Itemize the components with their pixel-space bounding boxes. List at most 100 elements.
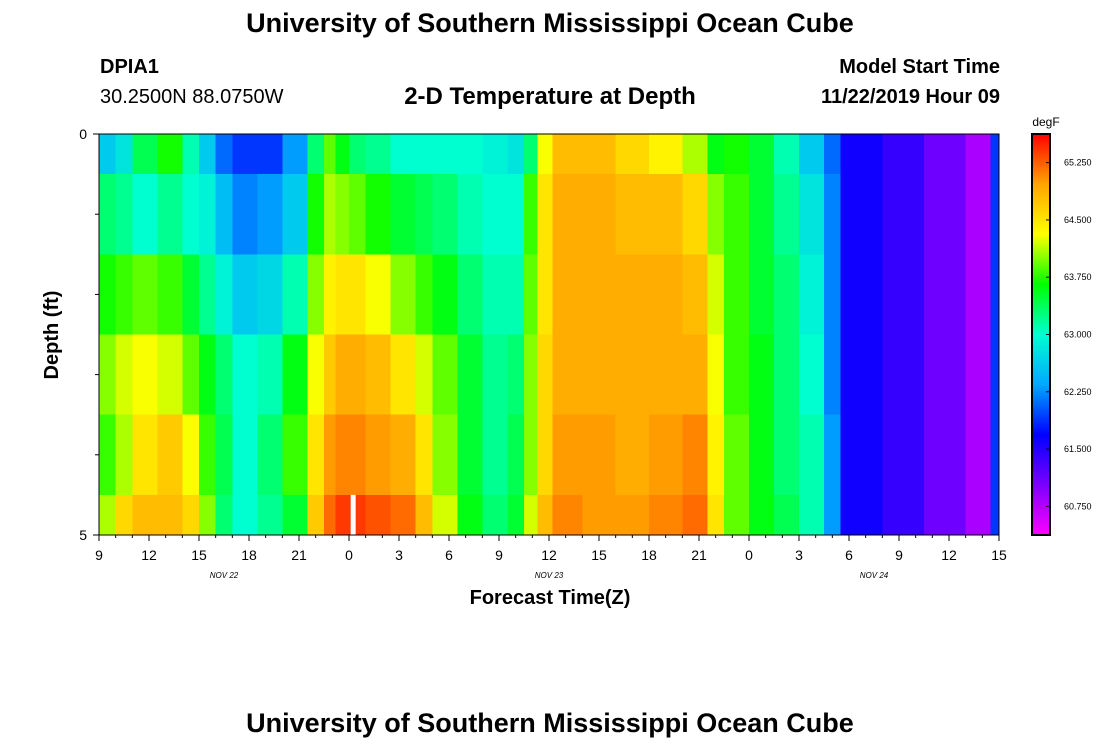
heatmap-cell (132, 134, 158, 175)
heatmap-cell (457, 334, 483, 416)
heatmap-cell (335, 174, 350, 255)
colorbar-tick-label: 60.750 (1064, 501, 1092, 511)
heatmap-cell (882, 334, 925, 416)
heatmap-cell (724, 174, 750, 255)
heatmap-cell (552, 334, 583, 416)
heatmap-cell (99, 414, 117, 496)
heatmap-cell (349, 174, 367, 255)
heatmap-cell (182, 134, 200, 175)
heatmap-cell (524, 414, 538, 496)
heatmap-cell (349, 334, 367, 416)
heatmap-cell (524, 174, 538, 255)
heatmap-cell (990, 414, 1000, 496)
heatmap-cell (282, 174, 308, 255)
heatmap-cell (749, 134, 775, 175)
heatmap-cell (482, 334, 508, 416)
heatmap-cell (307, 134, 325, 175)
heatmap-cell (182, 334, 200, 416)
heatmap-cell (257, 134, 283, 175)
x-axis-title: Forecast Time(Z) (470, 587, 631, 609)
heatmap-cell (307, 254, 325, 336)
heatmap-cell (115, 134, 133, 175)
x-tick-label: 3 (395, 547, 403, 563)
heatmap-cell (99, 174, 117, 255)
heatmap-cell (682, 494, 708, 536)
heatmap-cell (349, 134, 367, 175)
heatmap-cell (649, 254, 683, 336)
heatmap-cell (615, 414, 650, 496)
heatmap-cell (157, 254, 183, 336)
heatmap-cell (215, 254, 233, 336)
heatmap-cell (282, 414, 308, 496)
heatmap-cell (432, 174, 458, 255)
heatmap-cell (335, 334, 350, 416)
heatmap-cell (840, 334, 883, 416)
x-tick-label: 18 (641, 547, 657, 563)
heatmap-cell (324, 134, 337, 175)
heatmap-cell (182, 494, 200, 536)
heatmap-cell (99, 494, 117, 536)
heatmap-cell (157, 494, 183, 536)
heatmap-cell (335, 414, 350, 496)
heatmap-cell (482, 254, 508, 336)
heatmap-cell (282, 254, 308, 336)
heatmap-cell (824, 334, 842, 416)
heatmap-cell (582, 494, 617, 536)
heatmap-cell (840, 174, 883, 255)
heatmap-cell (182, 174, 200, 255)
x-tick-label: 12 (141, 547, 157, 563)
heatmap-cell (924, 334, 967, 416)
heatmap-cell (524, 334, 538, 416)
heatmap-cell (882, 254, 925, 336)
heatmap-cell (507, 334, 525, 416)
heatmap-cell (232, 494, 258, 536)
heatmap-cell (840, 494, 883, 536)
heatmap-cell (132, 254, 158, 336)
heatmap-cell (215, 174, 233, 255)
heatmap-cell (115, 414, 133, 496)
heatmap-cell (390, 254, 417, 336)
heatmap-cell (824, 494, 842, 536)
heatmap-cell (774, 414, 800, 496)
heatmap-cell (965, 494, 992, 536)
heatmap-cell (682, 334, 708, 416)
heatmap-cell (257, 414, 283, 496)
heatmap-cell (307, 494, 325, 536)
x-tick-label: 21 (691, 547, 707, 563)
heatmap-cell (824, 254, 842, 336)
colorbar-tick-label: 65.250 (1064, 158, 1092, 168)
heatmap-cell (115, 174, 133, 255)
heatmap-cell (774, 174, 800, 255)
heatmap-cell (335, 494, 350, 536)
heatmap-cell (324, 494, 337, 536)
heatmap-cell (924, 254, 967, 336)
heatmap-cell (282, 494, 308, 536)
heatmap-cell (432, 134, 458, 175)
colorbar-unit: degF (1032, 115, 1059, 129)
heatmap-cell (615, 494, 650, 536)
heatmap-cell (157, 134, 183, 175)
heatmap-cell (582, 414, 617, 496)
heatmap-cell (365, 494, 392, 536)
heatmap-cell (924, 134, 967, 175)
heatmap-cell (415, 334, 433, 416)
heatmap-cell (115, 254, 133, 336)
heatmap-cell (232, 174, 258, 255)
date-label: NOV 22 (210, 571, 239, 580)
heatmap-cell (415, 134, 433, 175)
main-title: University of Southern Mississippi Ocean… (246, 8, 854, 38)
heatmap-cell (552, 174, 583, 255)
heatmap-cell (882, 494, 925, 536)
heatmap-cell (507, 414, 525, 496)
heatmap-cell (182, 254, 200, 336)
colorbar-tick-label: 63.000 (1064, 330, 1092, 340)
x-tick-label: 3 (795, 547, 803, 563)
date-label: NOV 23 (535, 571, 564, 580)
heatmap-cell (990, 134, 1000, 175)
heatmap-cell (799, 414, 825, 496)
heatmap-cell (390, 414, 417, 496)
heatmap-cell (615, 254, 650, 336)
heatmap-cell (457, 134, 483, 175)
heatmap-cell (132, 414, 158, 496)
heatmap-cell (132, 334, 158, 416)
